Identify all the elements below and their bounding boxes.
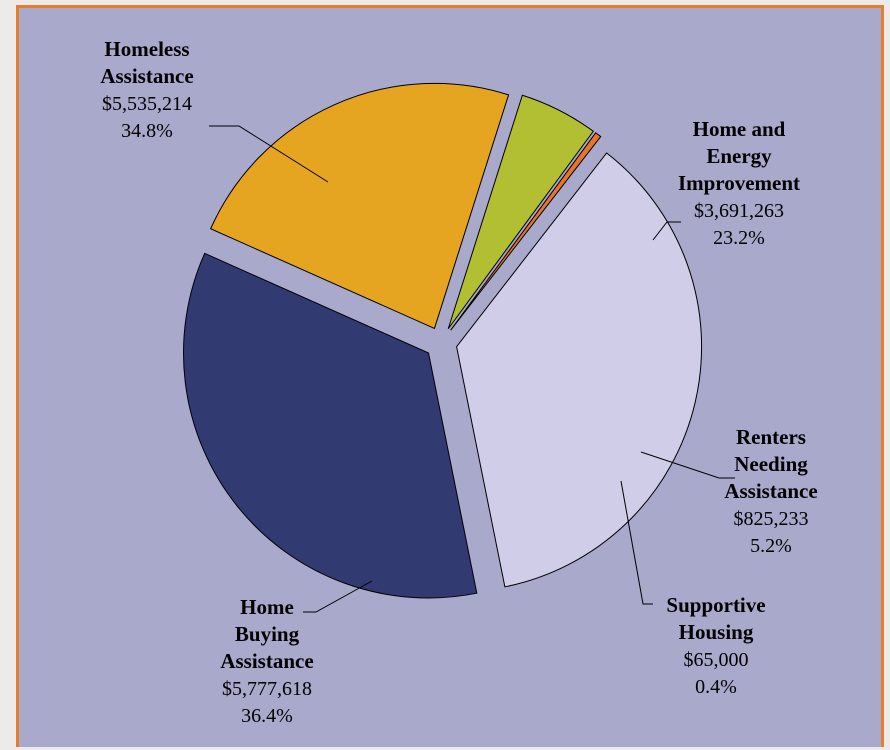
slice-percent: 36.4%	[241, 705, 293, 727]
slice-percent: 34.8%	[121, 120, 173, 142]
leader-line-home-buying-assistance	[303, 580, 373, 613]
slice-name-line: Renters	[736, 425, 806, 449]
slice-name-line: Improvement	[678, 171, 800, 195]
slice-renters-needing-assistance	[447, 94, 594, 330]
slice-name-line: Assistance	[724, 479, 817, 503]
slice-name-line: Needing	[734, 452, 808, 476]
slice-label-renters-needing-assistance: Renters Needing Assistance $825,233 5.2%	[724, 425, 817, 557]
slice-amount: $5,535,214	[102, 93, 192, 115]
slice-supportive-housing	[450, 132, 602, 331]
slice-label-supportive-housing: Supportive Housing $65,000 0.4%	[666, 593, 765, 698]
slice-homeless-assistance	[183, 252, 478, 599]
slice-label-home-buying-assistance: Home Buying Assistance $5,777,618 36.4%	[220, 595, 313, 727]
pie-slices	[183, 82, 703, 599]
slice-name-line: Assistance	[100, 64, 193, 88]
slice-name-line: Supportive	[666, 593, 765, 617]
slice-label-home-and-energy-improvement: Home and Energy Improvement $3,691,263 23.2%	[678, 117, 800, 249]
leader-line-renters-needing-assistance	[640, 451, 735, 479]
leader-line-home-and-energy-improvement	[652, 221, 681, 241]
slice-name-line: Assistance	[220, 649, 313, 673]
slice-name-line: Home and	[693, 117, 786, 141]
slice-name-line: Home	[240, 595, 294, 619]
slice-home-buying-assistance	[456, 152, 703, 588]
slice-amount: $65,000	[684, 649, 749, 671]
slice-amount: $825,233	[734, 508, 809, 530]
slice-labels: Home and Energy Improvement $3,691,263 23.2%…	[100, 37, 817, 727]
pie-chart: Home and Energy Improvement $3,691,263 23.2%…	[100, 37, 817, 727]
slice-name-line: Energy	[706, 144, 772, 168]
chart-frame: Home and Energy Improvement $3,691,263 23.2%…	[16, 5, 884, 747]
slice-percent: 0.4%	[695, 676, 737, 698]
slice-home-and-energy-improvement	[209, 82, 510, 330]
leader-line-homeless-assistance	[209, 125, 329, 183]
slice-name-line: Buying	[235, 622, 300, 646]
slice-name-line: Homeless	[104, 37, 189, 61]
slice-amount: $5,777,618	[222, 678, 312, 700]
slice-percent: 23.2%	[713, 227, 765, 249]
slice-name-line: Housing	[679, 620, 754, 644]
leader-line-supportive-housing	[620, 480, 653, 605]
slice-amount: $3,691,263	[694, 200, 784, 222]
leader-lines	[209, 125, 735, 613]
slice-label-homeless-assistance: Homeless Assistance $5,535,214 34.8%	[100, 37, 193, 142]
slice-percent: 5.2%	[750, 535, 792, 557]
